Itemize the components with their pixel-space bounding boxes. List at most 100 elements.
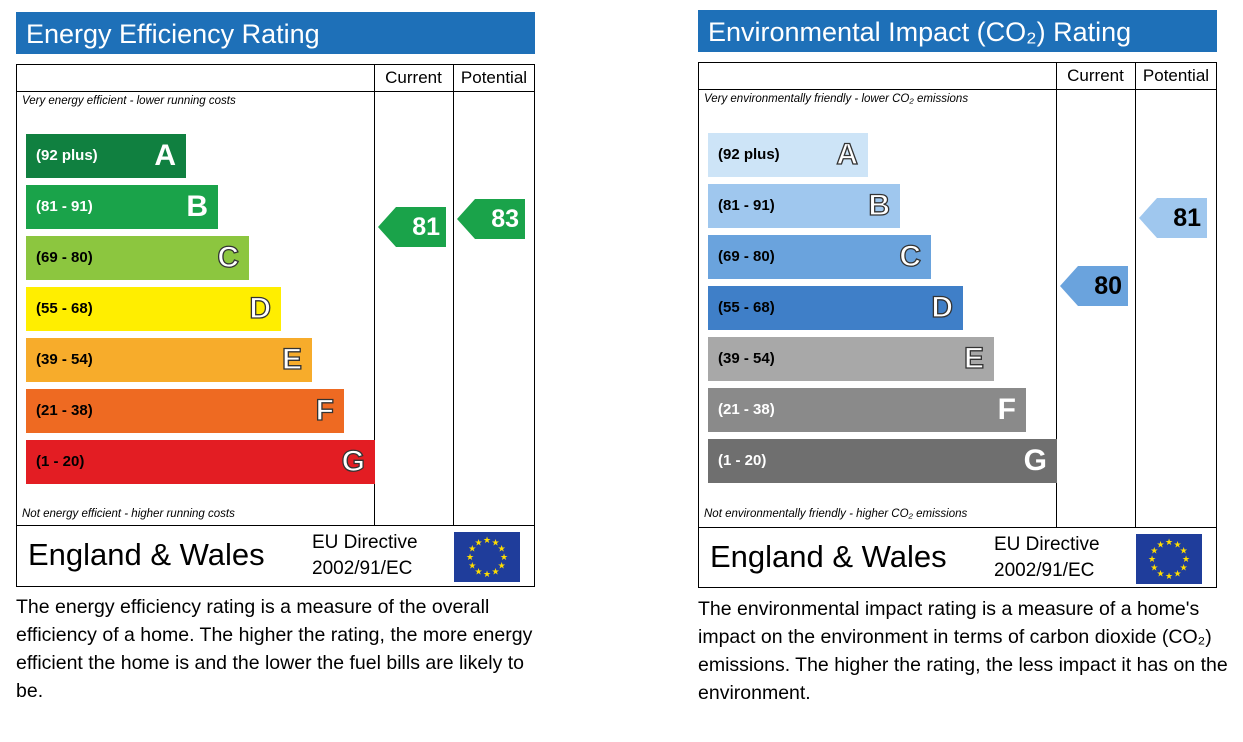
band-letter: A bbox=[836, 137, 859, 171]
column-divider bbox=[1135, 62, 1136, 527]
current-rating-arrow: 81 bbox=[378, 207, 446, 247]
rating-band-g: (1 - 20) G bbox=[708, 439, 1057, 483]
rating-band-c: (69 - 80) C bbox=[26, 236, 249, 280]
star-icon: ★ bbox=[1156, 570, 1164, 580]
band-letter: B bbox=[186, 190, 208, 223]
band-range-label: (92 plus) bbox=[718, 146, 780, 163]
current-rating-arrow: 80 bbox=[1060, 266, 1128, 306]
top-note: Very environmentally friendly - lower CO… bbox=[704, 93, 969, 105]
chart-title: Energy Efficiency Rating bbox=[16, 12, 535, 54]
star-icon: ★ bbox=[498, 562, 506, 572]
band-letter: G bbox=[341, 444, 366, 478]
star-icon: ★ bbox=[474, 538, 482, 548]
rating-band-d: (55 - 68) D bbox=[26, 287, 281, 331]
star-icon: ★ bbox=[483, 536, 491, 546]
column-divider bbox=[374, 64, 375, 526]
potential-column-header: Potential bbox=[460, 68, 528, 87]
band-range-label: (55 - 68) bbox=[718, 299, 775, 316]
eu-flag-icon: ★ ★ ★ ★ ★ ★ ★ ★ ★ ★ ★ ★ bbox=[454, 532, 520, 582]
band-letter: D bbox=[249, 291, 272, 325]
arrow-shape bbox=[457, 199, 525, 239]
arrow-shape bbox=[1060, 266, 1128, 306]
directive-line-2: 2002/91/EC bbox=[994, 560, 1095, 581]
band-range-label: (81 - 91) bbox=[36, 198, 93, 215]
directive-line-2: 2002/91/EC bbox=[312, 558, 413, 579]
band-letter: C bbox=[217, 240, 240, 274]
band-letter: D bbox=[931, 290, 954, 324]
bottom-note: Not energy efficient - higher running co… bbox=[22, 508, 235, 520]
current-rating-value: 80 bbox=[1094, 272, 1122, 300]
potential-rating-value: 83 bbox=[491, 205, 519, 233]
current-column-header: Current bbox=[385, 68, 442, 87]
band-letter: G bbox=[1023, 444, 1047, 477]
current-column-header: Current bbox=[1067, 66, 1124, 85]
rating-band-a: (92 plus) A bbox=[708, 133, 868, 177]
band-range-label: (1 - 20) bbox=[718, 452, 767, 469]
band-range-label: (21 - 38) bbox=[36, 402, 93, 419]
bottom-note: Not environmentally friendly - higher CO… bbox=[704, 508, 968, 520]
band-range-label: (81 - 91) bbox=[718, 197, 775, 214]
star-icon: ★ bbox=[474, 568, 482, 578]
star-icon: ★ bbox=[468, 562, 476, 572]
rating-band-a: (92 plus) A bbox=[26, 134, 186, 178]
star-icon: ★ bbox=[491, 538, 499, 548]
chart-frame bbox=[698, 62, 1217, 588]
band-range-label: (69 - 80) bbox=[36, 249, 93, 266]
band-range-label: (92 plus) bbox=[36, 147, 98, 164]
band-letter: F bbox=[315, 393, 335, 427]
rating-band-d: (55 - 68) D bbox=[708, 286, 963, 330]
column-divider bbox=[1056, 62, 1057, 527]
potential-rating-arrow: 81 bbox=[1139, 198, 1207, 238]
star-icon: ★ bbox=[1148, 555, 1156, 565]
star-icon: ★ bbox=[483, 570, 491, 580]
arrow-shape bbox=[378, 207, 446, 247]
eu-stars: ★ ★★★★★★★★★★★ bbox=[1148, 538, 1190, 582]
top-note: Very energy efficient - lower running co… bbox=[22, 95, 236, 107]
star-icon: ★ bbox=[1165, 572, 1173, 582]
potential-column-header: Potential bbox=[1142, 66, 1210, 85]
band-letter: B bbox=[868, 188, 891, 222]
star-icon: ★ bbox=[1180, 547, 1188, 557]
directive-line-1: EU Directive bbox=[312, 532, 418, 553]
star-icon: ★ bbox=[491, 568, 499, 578]
potential-rating-value: 81 bbox=[1173, 204, 1201, 232]
band-range-label: (69 - 80) bbox=[718, 248, 775, 265]
rating-band-b: (81 - 91) B bbox=[708, 184, 900, 228]
band-range-label: (55 - 68) bbox=[36, 300, 93, 317]
chart-frame bbox=[16, 64, 535, 587]
column-divider bbox=[453, 64, 454, 526]
star-icon: ★ bbox=[466, 553, 474, 563]
star-icon: ★ bbox=[1173, 540, 1181, 550]
rating-band-b: (81 - 91) B bbox=[26, 185, 218, 229]
chart-title: Environmental Impact (CO₂) Rating bbox=[698, 10, 1217, 52]
band-range-label: (39 - 54) bbox=[718, 350, 775, 367]
star-icon: ★ bbox=[500, 553, 508, 563]
eu-stars: ★ ★★★★★★★★★★★ bbox=[466, 536, 508, 580]
arrow-shape bbox=[1139, 198, 1207, 238]
header-divider bbox=[698, 89, 1217, 90]
rating-band-c: (69 - 80) C bbox=[708, 235, 931, 279]
band-letter: C bbox=[899, 239, 922, 273]
band-range-label: (1 - 20) bbox=[36, 453, 85, 470]
band-range-label: (39 - 54) bbox=[36, 351, 93, 368]
footer-divider bbox=[698, 527, 1217, 528]
description: The environmental impact rating is a mea… bbox=[698, 598, 1228, 704]
region-label: England & Wales bbox=[710, 539, 947, 574]
rating-band-f: (21 - 38) F bbox=[708, 388, 1026, 432]
star-icon: ★ bbox=[468, 545, 476, 555]
footer-divider bbox=[16, 525, 535, 526]
star-icon: ★ bbox=[1150, 564, 1158, 574]
potential-rating-arrow: 83 bbox=[457, 199, 525, 239]
current-rating-value: 81 bbox=[412, 213, 440, 241]
band-letter: F bbox=[997, 393, 1016, 426]
star-icon: ★ bbox=[498, 545, 506, 555]
directive-line-1: EU Directive bbox=[994, 534, 1100, 555]
rating-band-e: (39 - 54) E bbox=[26, 338, 312, 382]
band-range-label: (21 - 38) bbox=[718, 401, 775, 418]
star-icon: ★ bbox=[1173, 570, 1181, 580]
description: The energy efficiency rating is a measur… bbox=[16, 596, 533, 702]
star-icon: ★ bbox=[1180, 564, 1188, 574]
band-letter: E bbox=[963, 341, 984, 375]
star-icon: ★ bbox=[1156, 540, 1164, 550]
rating-band-f: (21 - 38) F bbox=[26, 389, 344, 433]
